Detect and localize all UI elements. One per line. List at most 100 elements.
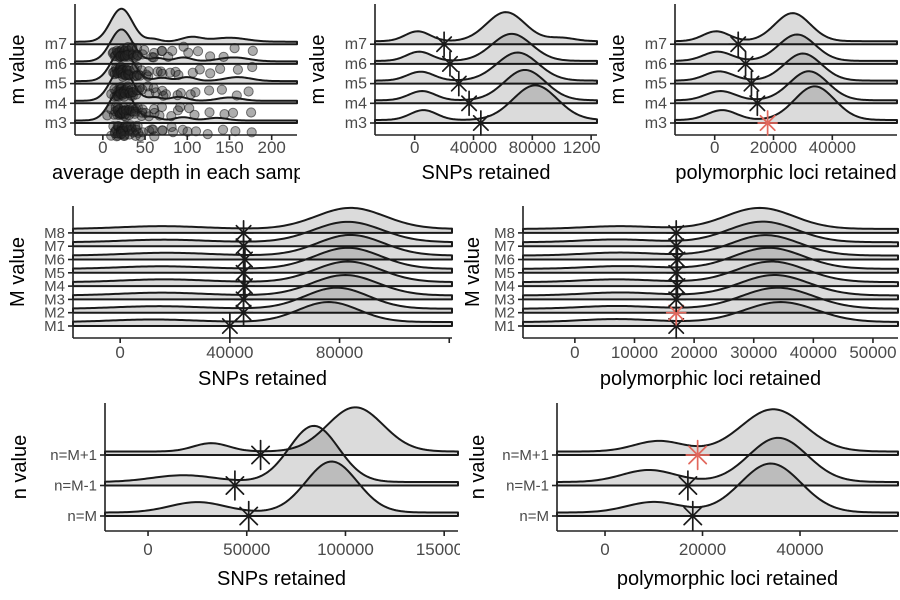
plot-svg-n-polyloci: 0 20000 40000 n=M n=M-1 n=M+1 polymorphic loci… [467,403,899,590]
x-tick-label: 40000 [790,343,837,362]
y-tick-label: n=M-1 [506,478,549,495]
ridge-n=M [104,460,459,517]
sample-point [194,64,205,75]
ridge-m7 [374,11,598,46]
y-tick-label: M6 [494,252,515,269]
sample-point [231,90,242,101]
x-axis-title: SNPs retained [422,162,551,184]
marker-M3 [665,286,687,313]
x-tick-label: 0 [570,343,579,362]
ridge-M1 [522,301,899,327]
marker-n=M-1 [675,470,701,501]
marker-M8 [665,220,687,246]
sample-point [219,109,230,120]
sample-point [167,45,178,57]
marker-spoke [461,95,478,112]
x-tick-label: 80000 [509,138,556,157]
y-tick-label: m6 [45,56,67,73]
x-tick-label: 100000 [317,540,374,559]
marker-spoke [472,114,489,132]
x-axis-title: average depth in each sample [52,162,300,184]
ridge-n=M-1 [104,424,459,487]
marker-spoke [668,304,685,321]
marker-spoke [759,114,776,132]
sample-point [143,66,154,77]
sample-point [157,68,168,79]
y-axis-title: M value [7,237,29,307]
x-tick-label: 40000 [450,138,497,157]
sample-point [190,126,202,137]
y-axis-title: m value [307,34,329,104]
ridge-n=M+1 [556,408,899,456]
marker-spoke [683,506,703,526]
ridge-M8 [522,206,899,234]
ridge-M3 [72,274,453,301]
y-tick-label: M1 [494,318,515,335]
x-axis-title: polymorphic loci retained [600,368,821,390]
x-tick-label: 50000 [849,343,896,362]
plot-svg-m-snps: 0 40000 80000 120000 m3 m4 m5 m6 m7 SNPs retained… [307,4,600,184]
ridge-n=M-1 [556,436,899,487]
ridge-m6 [674,33,898,65]
plot-svg-n-snps: 0 50000 100000 150000 n=M n=M-1 n=M+1 SNPs reta… [9,403,460,590]
ridge-M2 [72,286,453,314]
y-tick-label: m7 [645,36,667,53]
y-tick-label: m4 [645,95,667,112]
marker-spoke [688,445,708,465]
x-tick-label: 0 [710,138,719,157]
x-axis-title: polymorphic loci retained [675,162,896,184]
sample-point [205,51,216,62]
marker-m6 [439,51,461,77]
y-tick-label: m6 [645,56,667,73]
panel-m-snps-retained: 0 40000 80000 120000 m3 m4 m5 m6 m7 SNPs retained… [300,0,600,200]
x-tick-label: 0 [115,343,124,362]
sample-point [247,45,258,57]
y-axis-title: n value [9,435,31,500]
x-tick-label: 30000 [730,343,777,362]
y-tick-label: n=M [67,508,97,525]
marker-spoke [236,251,253,268]
marker-spoke [668,224,685,241]
y-tick-label: M2 [494,305,515,322]
y-tick-label: n=M+1 [502,447,549,464]
marker-M1 [219,313,241,339]
y-tick-label: M2 [44,305,65,322]
sample-point [190,87,201,98]
ridge-M7 [72,220,453,248]
sample-point [205,68,216,79]
marker-M5 [665,259,687,286]
y-tick-label: M1 [44,318,65,335]
x-tick-label: 80000 [316,343,363,362]
y-tick-label: M4 [44,278,65,295]
sample-point [184,103,195,114]
sample-point [149,107,160,119]
optimal-marker-m3 [757,110,778,136]
y-tick-label: n=M-1 [54,478,97,495]
sample-point [148,52,159,63]
marker-spoke [737,55,754,72]
sample-point [143,111,154,122]
ridge-m4 [674,70,898,105]
sample-point [175,88,186,99]
plot-svg-m-depth: 0 50 100 150 200 m3 m4 m5 m6 m7 average depth in e… [7,4,300,184]
x-tick-label: 0 [410,138,419,157]
sample-point [154,110,165,121]
x-tick-label: 120000 [563,138,600,157]
x-tick-label: 40000 [206,343,253,362]
ridge-M8 [72,206,453,234]
marker-m4 [458,90,480,117]
sample-point [243,86,254,97]
sample-point [246,107,257,118]
ridge-m5 [374,51,598,85]
sample-point [149,131,160,142]
marker-spoke [235,224,252,241]
marker-m5 [448,70,470,97]
marker-spoke [669,278,686,295]
y-tick-label: m3 [345,115,367,132]
sample-point [139,44,150,56]
marker-spoke [221,317,238,335]
marker-n=M+1 [248,439,273,471]
sample-point [185,89,196,100]
